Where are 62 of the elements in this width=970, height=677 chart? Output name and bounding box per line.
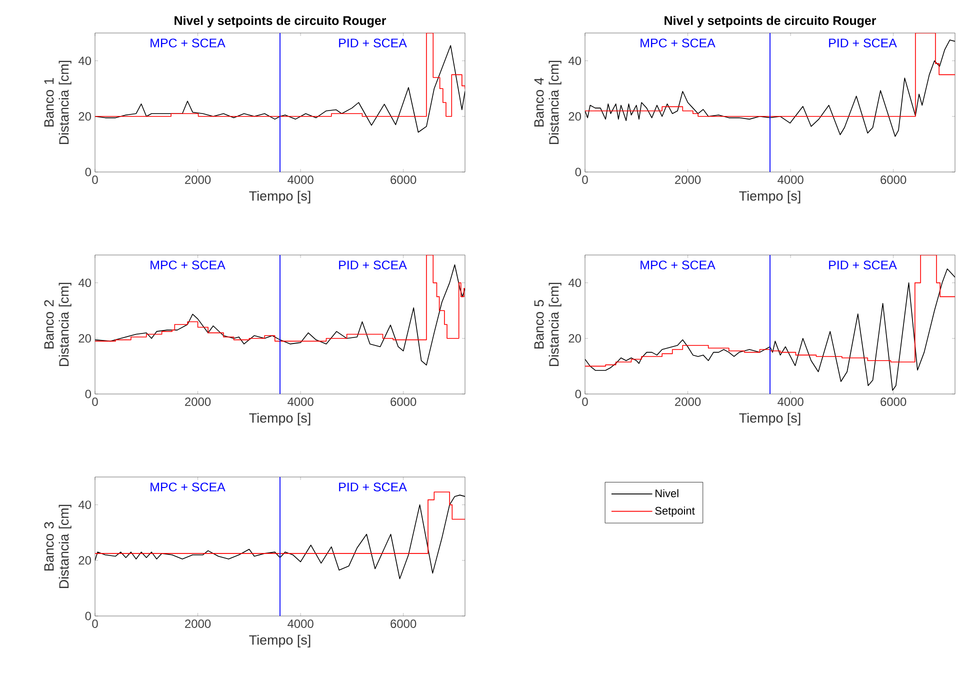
y-tick-label: 40 [568,278,582,288]
x-tick-label: 0 [92,398,98,406]
y-tick-label: 40 [568,56,582,66]
y-axis-title: Banco 5 Distancia [cm] [534,282,562,366]
y-tick-label: 20 [568,334,582,343]
y-axis-title: Banco 2 Distancia [cm] [44,282,72,366]
x-tick-label: 6000 [880,176,906,184]
x-tick-label: 0 [582,176,588,184]
y-tick-label: 20 [78,334,92,343]
x-tick-label: 0 [582,398,588,406]
y-tick-label: 20 [568,112,582,121]
y-tick-label: 40 [78,278,92,288]
x-tick-label: 2000 [675,398,701,406]
y-tick-label: 20 [78,112,92,121]
chart-title: Nivel y setpoints de circuito Rouger [174,16,386,28]
x-tick-label: 0 [92,620,98,628]
x-tick-label: 2000 [675,176,701,184]
x-axis-title: Tiempo [s] [739,190,800,204]
annotation: MPC + SCEA [150,38,226,48]
x-tick-label: 6000 [390,176,416,184]
x-tick-label: 6000 [880,398,906,406]
x-axis-title: Tiempo [s] [249,190,310,204]
x-tick-label: 6000 [390,620,416,628]
y-tick-label: 0 [575,168,582,176]
y-tick-label: 0 [85,390,92,398]
y-axis-title: Banco 1 Distancia [cm] [44,60,72,144]
y-tick-label: 20 [78,556,92,565]
x-tick-label: 0 [92,176,98,184]
x-tick-label: 4000 [288,620,314,628]
line-series [585,40,956,137]
x-tick-label: 2000 [185,398,211,406]
y-tick-label: 0 [575,390,582,398]
x-tick-label: 4000 [288,398,314,406]
x-axis-title: Tiempo [s] [249,412,310,426]
annotation: PID + SCEA [339,482,407,492]
chart-title: Nivel y setpoints de circuito Rouger [664,16,876,28]
legend-label: Setpoint [655,506,695,517]
y-axis-title: Banco 4 Distancia [cm] [534,60,562,144]
legend-label: Nivel [656,489,678,498]
x-tick-label: 6000 [390,398,416,406]
x-tick-label: 2000 [185,620,211,628]
y-tick-label: 0 [85,612,92,620]
annotation: MPC + SCEA [640,38,716,48]
annotation: MPC + SCEA [150,482,226,492]
y-tick-label: 40 [78,56,92,66]
annotation: MPC + SCEA [150,260,226,270]
x-tick-label: 4000 [778,176,804,184]
line-series [585,268,956,391]
x-tick-label: 4000 [288,176,314,184]
y-axis-title: Banco 3 Distancia [cm] [44,504,72,588]
x-axis-title: Tiempo [s] [739,412,800,426]
y-tick-label: 0 [85,168,92,176]
y-tick-label: 40 [78,500,92,510]
x-tick-label: 4000 [778,398,804,406]
annotation: PID + SCEA [339,260,407,270]
x-tick-label: 2000 [185,176,211,184]
x-axis-title: Tiempo [s] [249,634,310,648]
annotation: PID + SCEA [829,260,897,270]
annotation: PID + SCEA [339,38,407,48]
annotation: PID + SCEA [829,38,897,48]
annotation: MPC + SCEA [640,260,716,270]
line-series [95,494,466,580]
